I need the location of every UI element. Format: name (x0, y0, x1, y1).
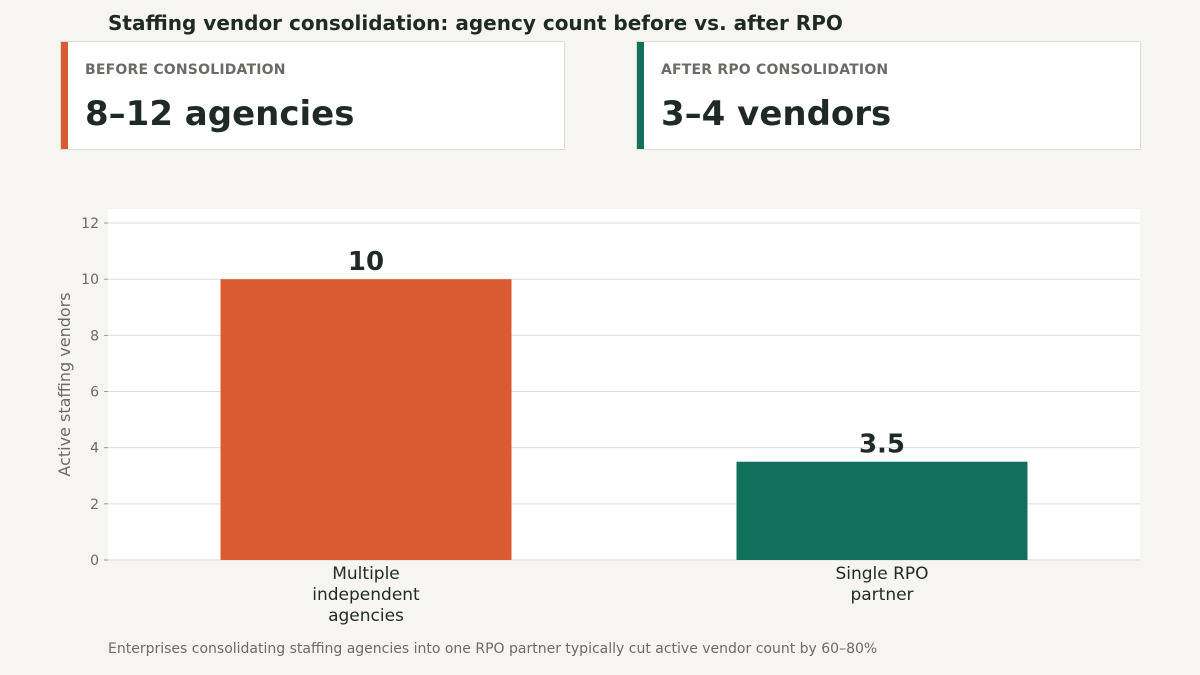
x-tick-label-line: Single RPO (835, 564, 928, 584)
x-tick-label-line: partner (850, 585, 913, 605)
kpi-value-after: 3–4 vendors (661, 94, 892, 134)
x-tick-label-line: Multiple (332, 564, 400, 584)
kpi-label-before: BEFORE CONSOLIDATION (85, 62, 286, 78)
x-tick-label-line: independent (312, 585, 420, 605)
data-label: 10 (348, 247, 384, 277)
x-tick-label: Single RPO partner (835, 564, 928, 605)
data-label: 3.5 (859, 430, 905, 460)
y-tick-label: 12 (81, 216, 99, 232)
x-tick-label-line: agencies (328, 606, 404, 626)
y-tick-label: 4 (90, 441, 99, 457)
page-title: Staffing vendor consolidation: agency co… (108, 11, 843, 35)
bar (736, 461, 1028, 560)
bar (220, 279, 512, 560)
y-tick-label: 10 (81, 272, 99, 288)
y-tick-label: 8 (90, 328, 99, 344)
footnote: Enterprises consolidating staffing agenc… (108, 641, 878, 657)
kpi-accent-bar (637, 42, 644, 149)
kpi-accent-bar (61, 42, 68, 149)
x-tick-label: Multiple independent agencies (312, 564, 420, 626)
y-tick-label: 6 (90, 385, 99, 401)
kpi-value-before: 8–12 agencies (85, 94, 355, 134)
y-tick-label: 0 (90, 553, 99, 569)
kpi-card-after: AFTER RPO CONSOLIDATION 3–4 vendors (636, 41, 1141, 150)
kpi-label-after: AFTER RPO CONSOLIDATION (661, 62, 889, 78)
y-tick-label: 2 (90, 497, 99, 513)
kpi-card-before: BEFORE CONSOLIDATION 8–12 agencies (60, 41, 565, 150)
y-axis-label: Active staffing vendors (55, 292, 74, 476)
